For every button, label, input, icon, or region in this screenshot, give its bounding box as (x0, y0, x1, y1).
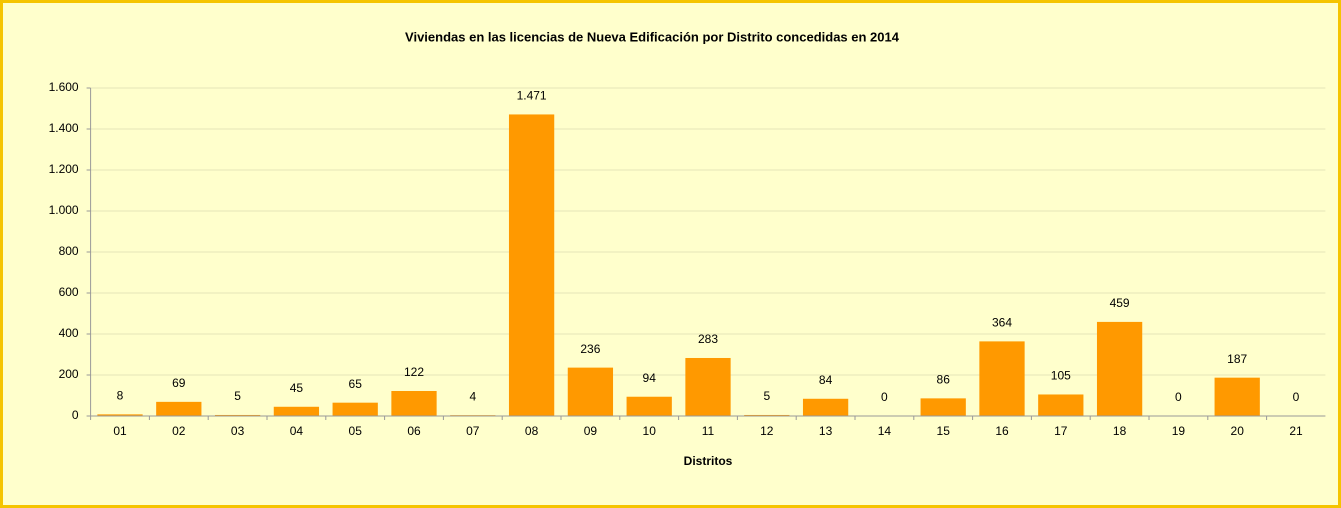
x-tick-label: 09 (584, 424, 598, 438)
data-label: 283 (698, 332, 718, 346)
data-label: 5 (763, 389, 770, 403)
x-tick-label: 11 (702, 424, 715, 438)
x-tick-label: 07 (466, 424, 480, 438)
data-label: 122 (404, 365, 424, 379)
data-label: 69 (172, 376, 186, 390)
y-tick-label: 400 (59, 326, 79, 340)
x-tick-label: 03 (231, 424, 245, 438)
y-tick-label: 0 (72, 408, 79, 422)
x-tick-label: 16 (995, 424, 1009, 438)
bar (626, 396, 672, 416)
x-tick-label: 21 (1289, 424, 1303, 438)
x-tick-label: 06 (407, 424, 421, 438)
data-label: 187 (1227, 352, 1247, 366)
data-label: 84 (819, 373, 833, 387)
bar (391, 390, 437, 416)
x-tick-label: 19 (1172, 424, 1186, 438)
data-label: 1.471 (517, 89, 547, 103)
y-tick-label: 1.400 (49, 121, 79, 135)
x-tick-label: 17 (1054, 424, 1068, 438)
y-tick-label: 200 (59, 367, 79, 381)
y-tick-label: 1.000 (49, 203, 79, 217)
x-tick-label: 01 (113, 424, 127, 438)
data-label: 0 (881, 390, 888, 404)
bar (332, 402, 378, 416)
bar (685, 357, 731, 416)
x-tick-label: 08 (525, 424, 539, 438)
data-label: 0 (1175, 390, 1182, 404)
bar (156, 401, 202, 416)
data-label: 86 (937, 373, 951, 387)
bar (1038, 394, 1084, 416)
data-label: 236 (580, 342, 600, 356)
data-label: 105 (1051, 369, 1071, 383)
x-tick-label: 10 (643, 424, 657, 438)
x-tick-label: 18 (1113, 424, 1127, 438)
bar (567, 367, 614, 416)
y-tick-label: 600 (59, 285, 79, 299)
bar (1214, 377, 1260, 416)
x-tick-label: 05 (349, 424, 363, 438)
x-tick-label: 15 (937, 424, 951, 438)
bar (979, 341, 1025, 416)
x-tick-label: 14 (878, 424, 892, 438)
bar (1096, 321, 1143, 416)
data-label: 459 (1110, 296, 1130, 310)
bar (97, 414, 143, 416)
x-tick-label: 20 (1231, 424, 1245, 438)
bar (802, 398, 849, 416)
y-tick-label: 1.600 (49, 80, 79, 94)
data-label: 4 (469, 389, 476, 403)
data-label: 8 (117, 389, 124, 403)
bar (508, 114, 555, 416)
x-tick-label: 04 (290, 424, 304, 438)
bar (273, 406, 320, 416)
x-tick-label: 12 (760, 424, 774, 438)
data-label: 5 (234, 389, 241, 403)
bar (214, 414, 261, 416)
y-tick-label: 800 (59, 244, 79, 258)
chart-title: Viviendas en las licencias de Nueva Edif… (405, 29, 900, 44)
x-tick-label: 02 (172, 424, 186, 438)
bar (744, 414, 790, 416)
x-axis-label: Distritos (684, 454, 733, 468)
data-label: 45 (290, 381, 304, 395)
data-label: 364 (992, 316, 1012, 330)
data-label: 0 (1293, 390, 1300, 404)
x-tick-label: 13 (819, 424, 833, 438)
bar (920, 398, 966, 416)
y-tick-label: 1.200 (49, 162, 79, 176)
data-label: 65 (349, 377, 363, 391)
data-label: 94 (643, 371, 657, 385)
